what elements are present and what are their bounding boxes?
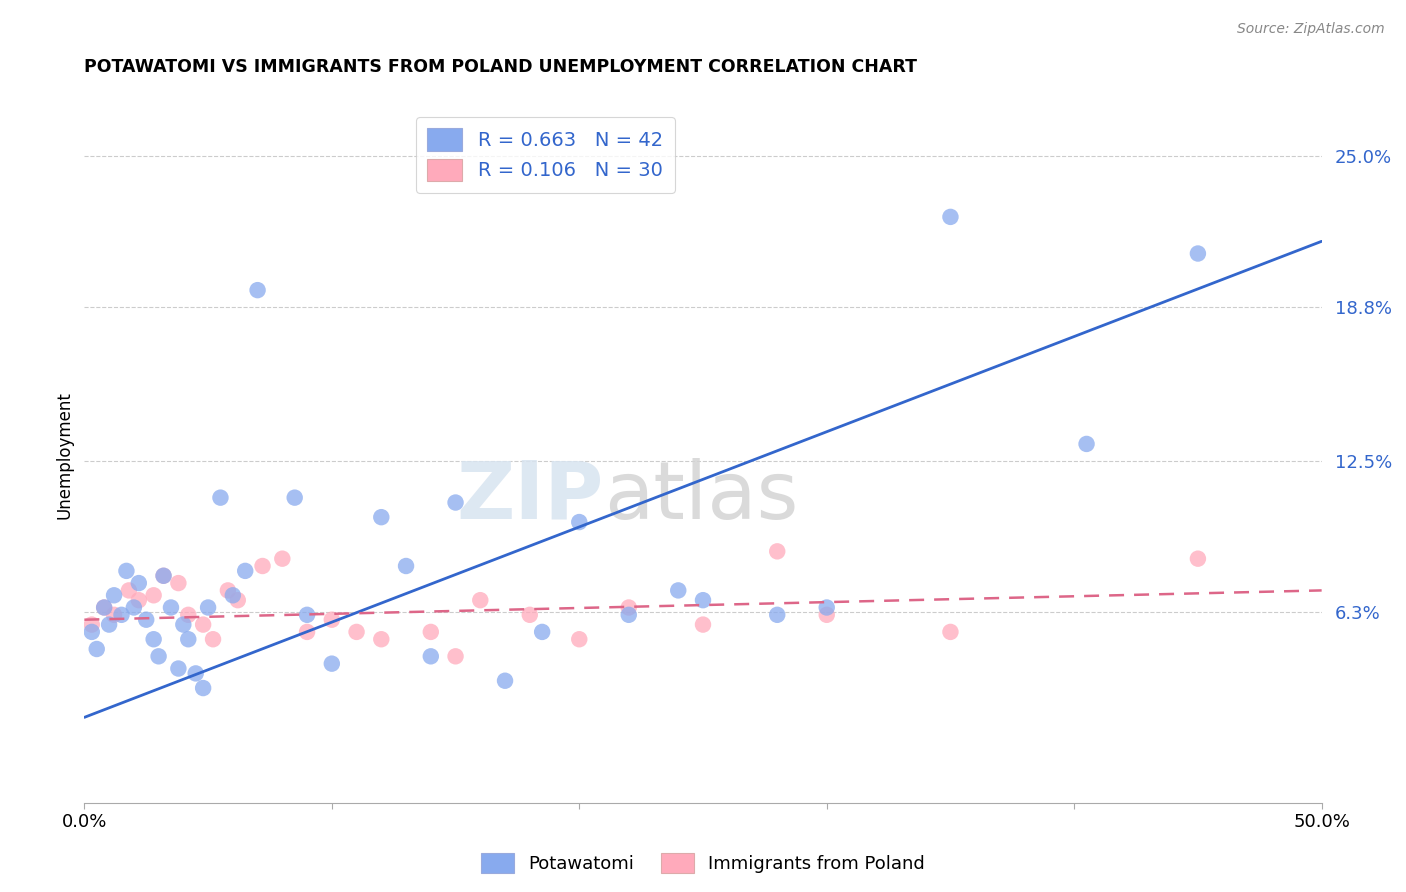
Point	[617, 600, 640, 615]
Point	[172, 617, 194, 632]
Point	[128, 593, 150, 607]
Point	[815, 600, 838, 615]
Point	[1076, 437, 1098, 451]
Point	[184, 666, 207, 681]
Point	[122, 600, 145, 615]
Point	[197, 600, 219, 615]
Point	[766, 544, 789, 558]
Point	[470, 593, 492, 607]
Point	[568, 515, 591, 529]
Point	[98, 617, 121, 632]
Text: POTAWATOMI VS IMMIGRANTS FROM POLAND UNEMPLOYMENT CORRELATION CHART: POTAWATOMI VS IMMIGRANTS FROM POLAND UNE…	[84, 58, 917, 76]
Point	[531, 624, 554, 639]
Point	[617, 607, 640, 622]
Point	[666, 583, 689, 598]
Point	[1187, 551, 1209, 566]
Point	[226, 593, 249, 607]
Y-axis label: Unemployment: Unemployment	[55, 391, 73, 519]
Point	[444, 649, 467, 664]
Text: Source: ZipAtlas.com: Source: ZipAtlas.com	[1237, 22, 1385, 37]
Point	[93, 600, 115, 615]
Point	[395, 559, 418, 574]
Point	[321, 613, 343, 627]
Point	[233, 564, 256, 578]
Point	[167, 661, 190, 675]
Point	[209, 491, 232, 505]
Point	[370, 510, 392, 524]
Point	[128, 576, 150, 591]
Point	[110, 607, 132, 622]
Point	[93, 600, 115, 615]
Point	[419, 624, 441, 639]
Legend: Potawatomi, Immigrants from Poland: Potawatomi, Immigrants from Poland	[471, 842, 935, 884]
Point	[222, 588, 245, 602]
Text: ZIP: ZIP	[457, 458, 605, 536]
Point	[252, 559, 274, 574]
Point	[519, 607, 541, 622]
Point	[202, 632, 225, 647]
Point	[177, 607, 200, 622]
Point	[80, 624, 103, 639]
Point	[148, 649, 170, 664]
Point	[295, 624, 318, 639]
Point	[217, 583, 239, 598]
Point	[692, 617, 714, 632]
Point	[321, 657, 343, 671]
Point	[246, 283, 269, 297]
Point	[167, 576, 190, 591]
Point	[284, 491, 307, 505]
Point	[86, 642, 108, 657]
Point	[939, 210, 962, 224]
Point	[177, 632, 200, 647]
Point	[295, 607, 318, 622]
Point	[939, 624, 962, 639]
Point	[568, 632, 591, 647]
Point	[494, 673, 516, 688]
Point	[419, 649, 441, 664]
Point	[142, 632, 165, 647]
Point	[766, 607, 789, 622]
Point	[191, 617, 214, 632]
Point	[346, 624, 368, 639]
Point	[815, 607, 838, 622]
Point	[1187, 246, 1209, 260]
Point	[142, 588, 165, 602]
Point	[115, 564, 138, 578]
Point	[118, 583, 141, 598]
Point	[152, 568, 174, 582]
Point	[135, 613, 157, 627]
Point	[271, 551, 294, 566]
Point	[152, 568, 174, 582]
Point	[103, 588, 125, 602]
Point	[692, 593, 714, 607]
Text: atlas: atlas	[605, 458, 799, 536]
Point	[444, 495, 467, 509]
Point	[80, 617, 103, 632]
Point	[103, 607, 125, 622]
Point	[160, 600, 183, 615]
Point	[370, 632, 392, 647]
Point	[191, 681, 214, 695]
